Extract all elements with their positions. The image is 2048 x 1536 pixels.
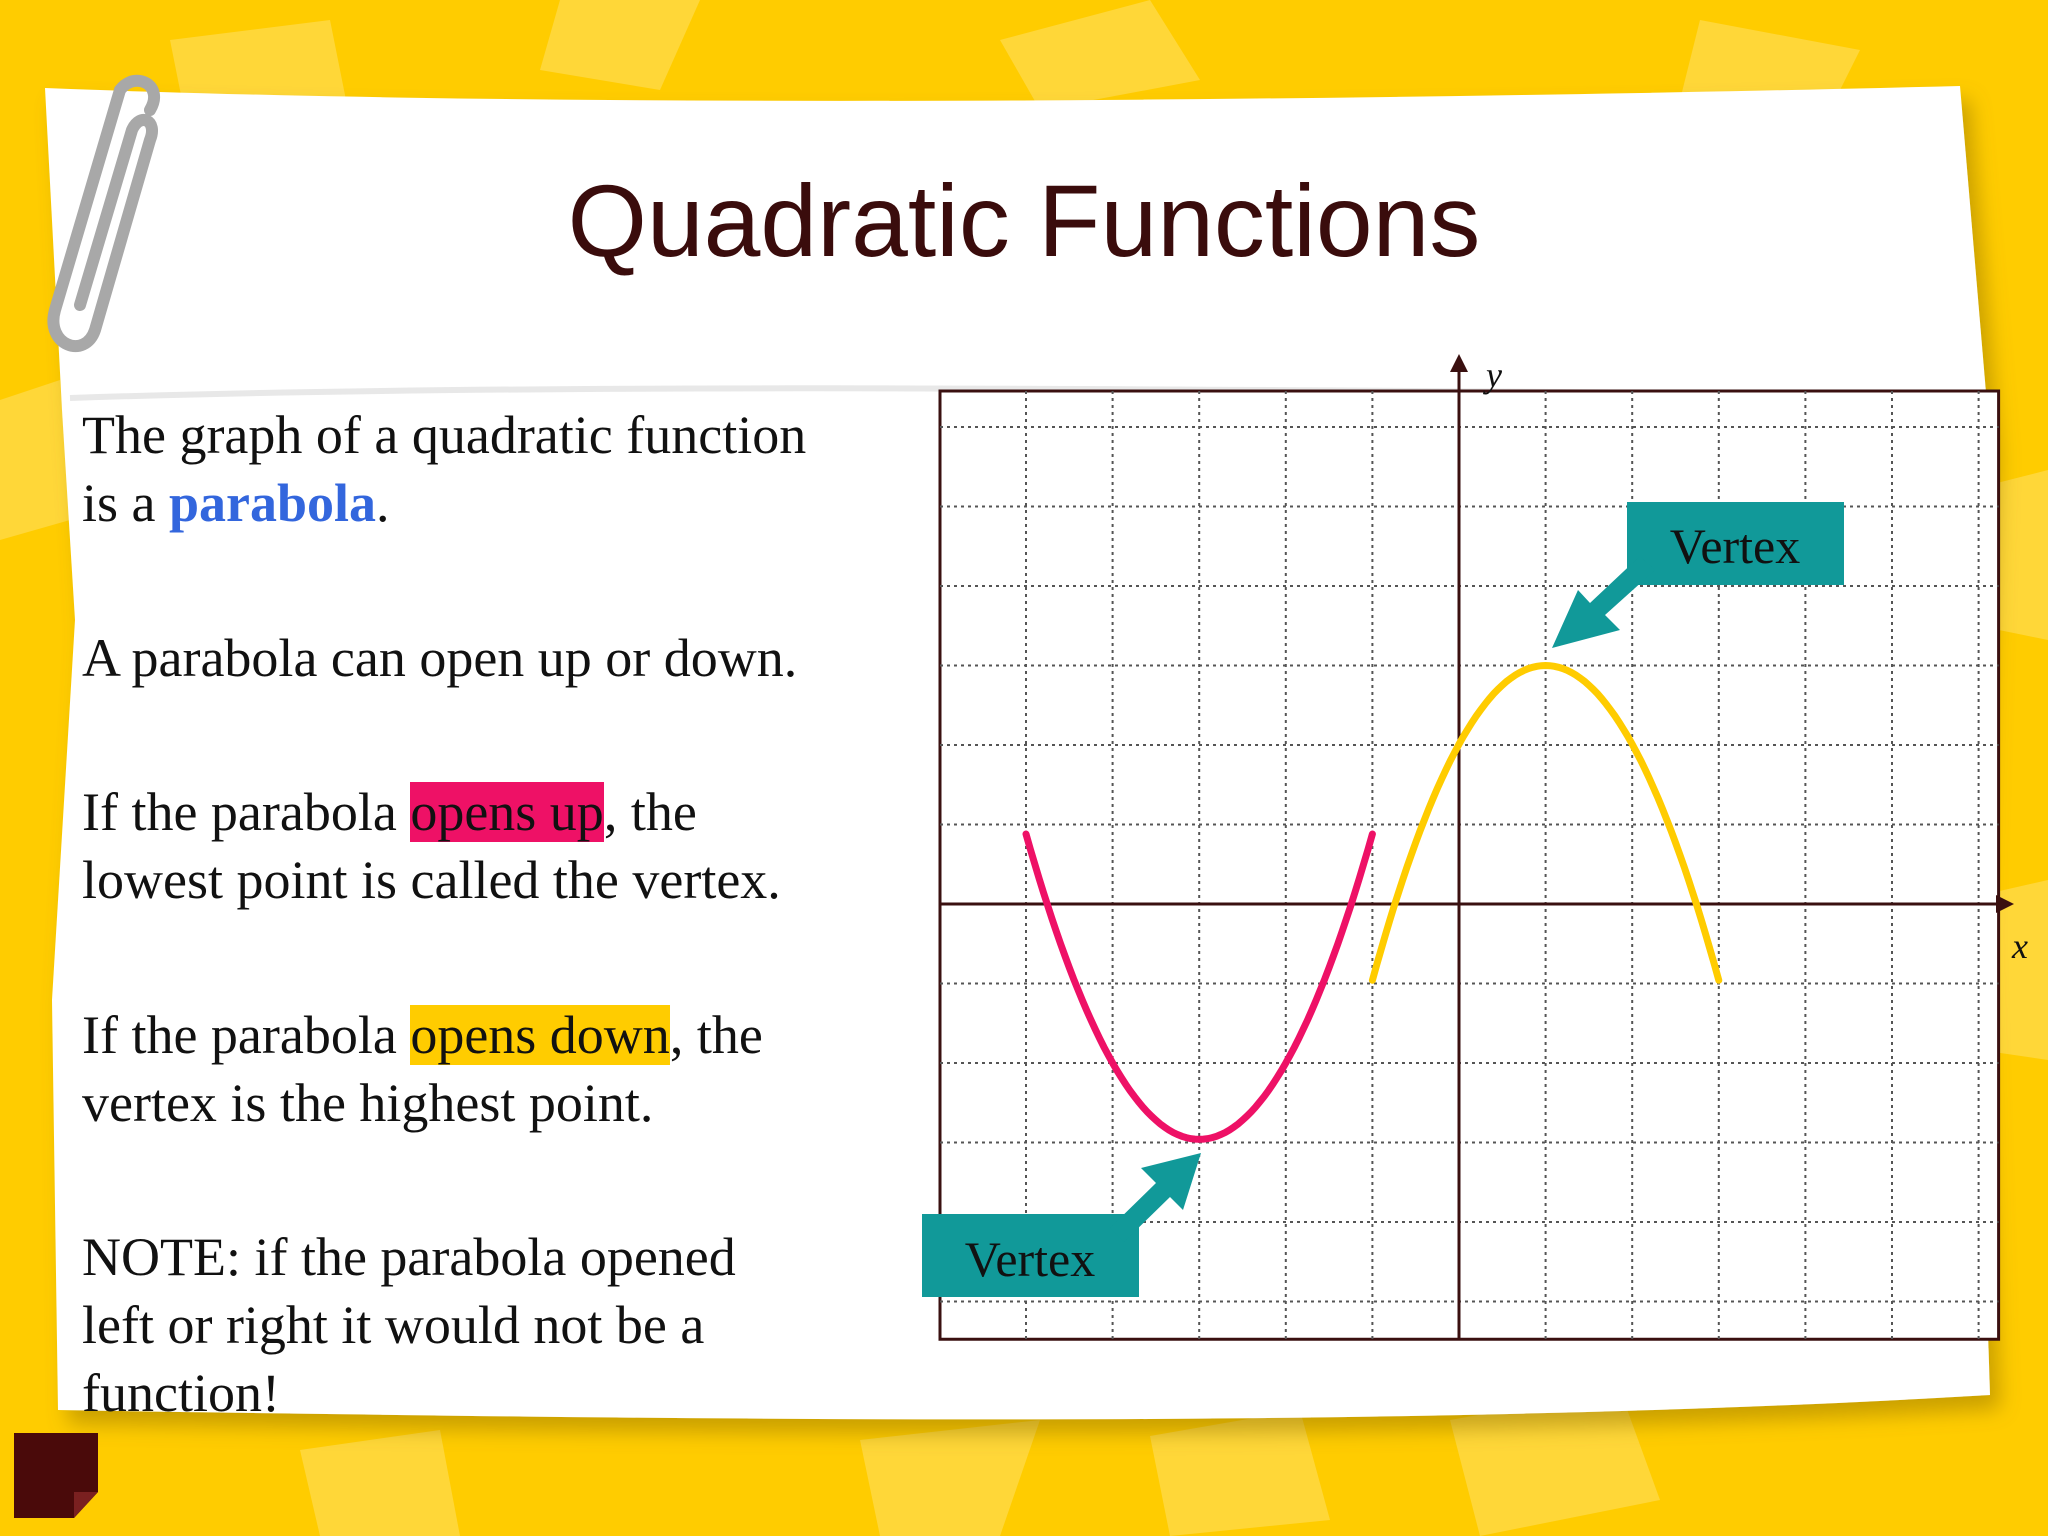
paragraph-note: NOTE: if the parabola opened left or rig…: [82, 1223, 922, 1427]
text-fragment: If the parabola: [82, 1005, 411, 1065]
x-axis-label: x: [2011, 926, 2028, 966]
paragraph-open-direction: A parabola can open up or down.: [82, 624, 922, 692]
callouts: Vertex Vertex: [922, 502, 1844, 1297]
parabola-opens-up: [1022, 830, 1376, 1143]
x-axis-arrow-icon: [1996, 895, 2014, 913]
y-axis-arrow-icon: [1450, 354, 1468, 372]
paperclip-icon: [47, 74, 161, 353]
text-line: NOTE: if the parabola opened: [82, 1227, 736, 1287]
slide-title: Quadratic Functions: [567, 164, 1481, 278]
text-line: lowest point is called the vertex.: [82, 850, 781, 910]
text-fragment: , the: [603, 782, 697, 842]
vertex-callout-bottom: [922, 1214, 1139, 1297]
y-axis-label: y: [1483, 355, 1502, 395]
vertex-label-top: Vertex: [1670, 518, 1801, 574]
text-line: function!: [82, 1363, 280, 1423]
text-line: is a parabola.: [82, 469, 922, 537]
opens-down-highlight: opens down: [410, 1005, 670, 1065]
vertex-label-bottom: Vertex: [965, 1231, 1096, 1287]
text-line: vertex is the highest point.: [82, 1073, 654, 1133]
paragraph-parabola: The graph of a quadratic function is a p…: [82, 401, 922, 537]
curves: [1022, 661, 1723, 1143]
text-fragment: If the parabola: [82, 782, 411, 842]
paragraph-opens-down: If the parabola opens down, the vertex i…: [82, 1001, 922, 1137]
opens-up-highlight: opens up: [410, 782, 604, 842]
text-fragment: is a: [82, 473, 169, 533]
axes: [940, 354, 2014, 1340]
text-line: If the parabola opens down, the: [82, 1001, 922, 1069]
parabola-highlight: parabola: [169, 473, 377, 533]
vertex-arrow-bottom-icon: [1110, 1153, 1201, 1242]
text-fragment: , the: [669, 1005, 763, 1065]
paragraph-opens-up: If the parabola opens up, the lowest poi…: [82, 778, 922, 914]
vertex-callout-top: [1627, 502, 1844, 585]
vertex-arrow-top-icon: [1552, 556, 1655, 648]
text-fragment: .: [376, 473, 390, 533]
text-line: left or right it would not be a: [82, 1295, 705, 1355]
text-line: A parabola can open up or down.: [82, 628, 798, 688]
parabola-opens-down: [1368, 661, 1723, 984]
text-line: The graph of a quadratic function: [82, 405, 807, 465]
text-line: If the parabola opens up, the: [82, 778, 922, 846]
